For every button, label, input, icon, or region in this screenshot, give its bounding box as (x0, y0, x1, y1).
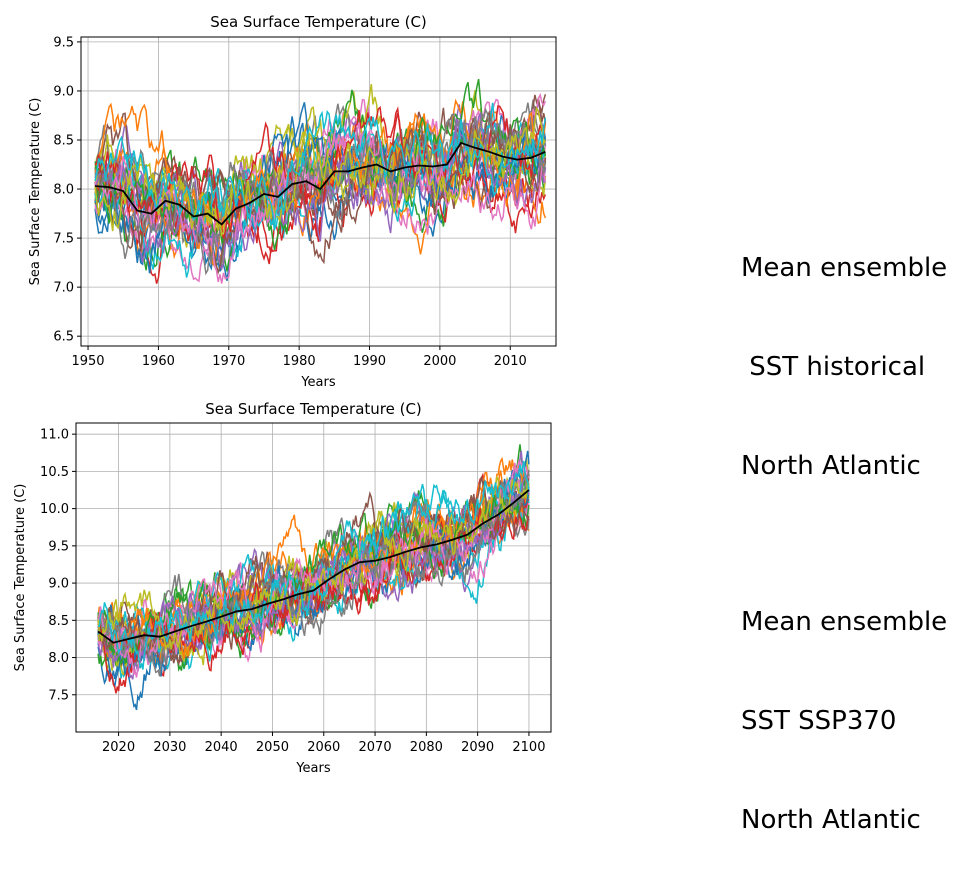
x-tick-label: 2090 (461, 740, 494, 755)
ensemble-member-line (94, 105, 547, 239)
ensemble-mean-line (95, 141, 546, 226)
x-tick-label: 2020 (102, 740, 135, 755)
y-tick-label: 9.0 (53, 84, 74, 99)
y-tick-label: 9.5 (53, 35, 74, 50)
x-tick-label: 1980 (283, 354, 316, 369)
x-tick-label: 1990 (353, 354, 386, 369)
x-tick-label: 2000 (423, 354, 456, 369)
y-tick-label: 7.5 (48, 688, 69, 703)
y-tick-label: 8.5 (53, 134, 74, 149)
y-axis-label: Sea Surface Temperature (C) (13, 484, 28, 672)
chart-title: Sea Surface Temperature (C) (210, 13, 427, 31)
ssp370-caption: Mean ensemble SST SSP370 North Atlantic (741, 540, 947, 870)
y-tick-label: 9.5 (48, 539, 69, 554)
ssp370-caption-line-2: SST SSP370 (741, 706, 897, 736)
x-tick-label: 2010 (494, 354, 527, 369)
x-tick-label: 2030 (153, 740, 186, 755)
x-tick-label: 1960 (142, 354, 175, 369)
y-tick-label: 8.0 (53, 183, 74, 198)
y-tick-label: 7.0 (53, 281, 74, 296)
ensemble-member-line (94, 110, 547, 229)
x-tick-label: 2040 (205, 740, 238, 755)
ensemble-member-line (97, 471, 530, 677)
y-tick-label: 10.5 (40, 465, 69, 480)
y-tick-label: 8.5 (48, 614, 69, 629)
ssp370-caption-line-3: North Atlantic (741, 805, 921, 835)
y-tick-label: 8.0 (48, 651, 69, 666)
y-axis-label: Sea Surface Temperature (C) (28, 98, 43, 286)
x-tick-label: 1970 (212, 354, 245, 369)
historical-caption-line-3: North Atlantic (741, 451, 921, 481)
chart-title: Sea Surface Temperature (C) (205, 400, 422, 418)
y-tick-label: 7.5 (53, 232, 74, 247)
plot-area (97, 444, 530, 711)
x-tick-label: 2100 (512, 740, 545, 755)
ensemble-member-line (94, 92, 547, 283)
y-tick-label: 6.5 (53, 330, 74, 345)
ensemble-member-line (94, 122, 547, 284)
plot-area (94, 78, 547, 284)
x-tick-label: 2080 (410, 740, 443, 755)
x-tick-label: 1950 (71, 354, 104, 369)
axes-frame (75, 422, 552, 733)
y-tick-label: 10.0 (40, 502, 69, 517)
ssp370-sst-chart: 2020 2030 2040 2050 2060 2070 2080 2090 2100 7.5 8… (13, 400, 552, 776)
x-tick-label: 2060 (307, 740, 340, 755)
x-axis-label: Years (295, 761, 331, 776)
ensemble-mean-line (97, 489, 530, 644)
x-tick-label: 2070 (359, 740, 392, 755)
ssp370-caption-line-1: Mean ensemble (741, 607, 948, 637)
x-axis-label: Years (300, 375, 336, 390)
y-tick-label: 9.0 (48, 577, 69, 592)
historical-sst-chart: 1950 1960 1970 1980 1990 2000 2010 6.5 7.0 7.5 8.0… (28, 13, 557, 390)
historical-caption-line-2: SST historical (741, 352, 926, 382)
historical-caption-line-1: Mean ensemble (741, 253, 948, 283)
ensemble-member-line (94, 107, 547, 276)
y-tick-label: 11.0 (40, 428, 69, 443)
x-tick-label: 2050 (256, 740, 289, 755)
ensemble-member-line (97, 460, 530, 670)
ensemble-member-line (94, 78, 547, 251)
ensemble-member-line (94, 102, 547, 278)
axes-frame (80, 36, 557, 347)
historical-caption: Mean ensemble SST historical North Atlan… (741, 186, 947, 516)
